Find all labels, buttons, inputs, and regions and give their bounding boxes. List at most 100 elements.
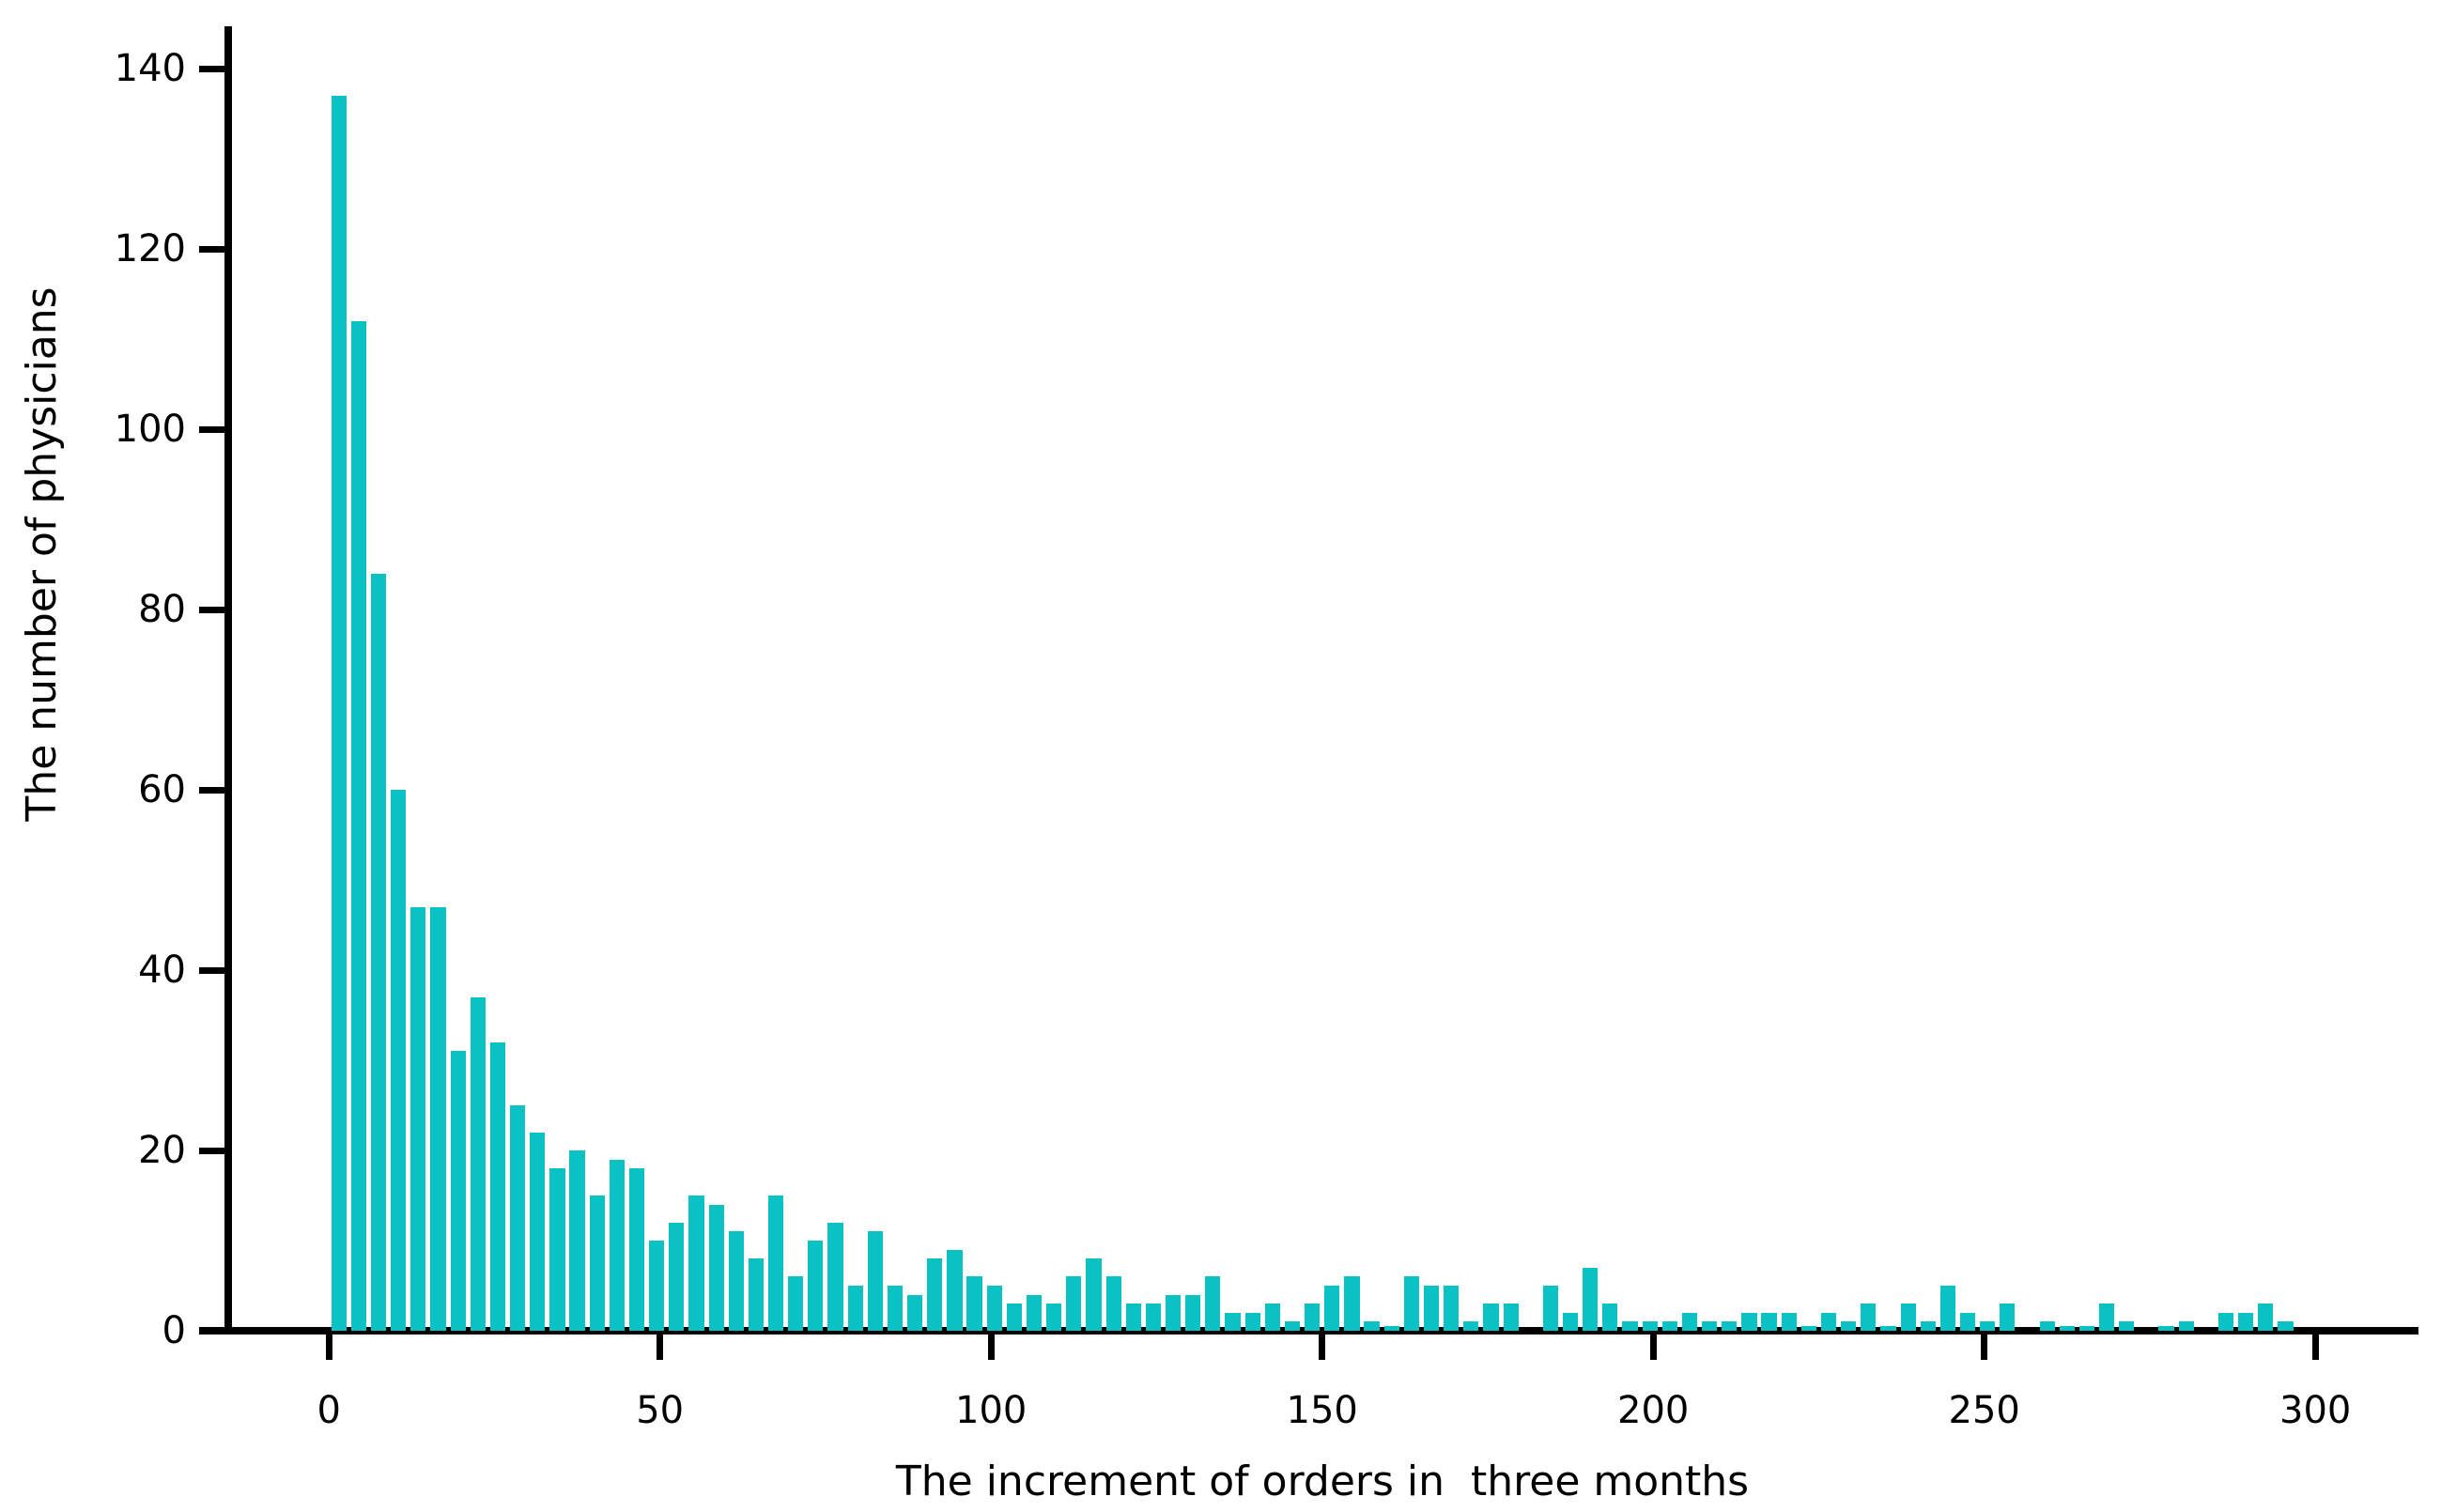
- bar: [2258, 1304, 2274, 1331]
- y-tick: [199, 1327, 228, 1335]
- bar: [1444, 1286, 1460, 1331]
- bar: [1980, 1321, 1996, 1331]
- bar: [927, 1258, 943, 1331]
- bar: [2078, 1326, 2095, 1331]
- y-tick: [199, 1147, 228, 1154]
- y-tick-label: 20: [138, 1129, 186, 1172]
- bar: [1463, 1321, 1479, 1331]
- bar: [2039, 1321, 2055, 1331]
- bar: [1820, 1312, 1837, 1331]
- bar: [2059, 1326, 2075, 1331]
- bar: [1066, 1276, 1082, 1331]
- bar: [549, 1168, 565, 1331]
- bar: [1861, 1304, 1877, 1331]
- bar: [430, 906, 446, 1331]
- bar: [649, 1241, 665, 1331]
- x-tick: [325, 1331, 332, 1360]
- bar: [1741, 1312, 1757, 1331]
- bar: [867, 1231, 883, 1331]
- y-tick: [199, 786, 228, 794]
- y-tick-label: 40: [138, 949, 186, 992]
- y-tick: [199, 966, 228, 974]
- bar: [1305, 1304, 1321, 1331]
- bar: [728, 1231, 744, 1331]
- bar: [1880, 1326, 1896, 1331]
- bar: [1185, 1294, 1201, 1331]
- bar: [370, 573, 387, 1331]
- bar: [1602, 1304, 1618, 1331]
- x-tick-label: 250: [1948, 1389, 2020, 1432]
- bar: [1423, 1286, 1440, 1331]
- bar: [1483, 1304, 1499, 1331]
- y-tick-label: 140: [114, 47, 186, 90]
- bar: [1661, 1321, 1677, 1331]
- bar: [2278, 1321, 2294, 1331]
- bar: [1781, 1312, 1797, 1331]
- bar: [1403, 1276, 1419, 1331]
- bar: [1642, 1321, 1658, 1331]
- y-tick-label: 60: [138, 768, 186, 811]
- bar: [2119, 1321, 2135, 1331]
- bar: [628, 1168, 645, 1331]
- x-tick-label: 0: [317, 1389, 341, 1432]
- bar: [808, 1241, 824, 1331]
- bar: [1125, 1304, 1141, 1331]
- bar: [331, 95, 347, 1331]
- bar: [1046, 1304, 1062, 1331]
- bar: [450, 1051, 466, 1331]
- bar: [788, 1276, 804, 1331]
- y-tick: [199, 65, 228, 72]
- bar: [609, 1159, 625, 1331]
- bar: [907, 1294, 923, 1331]
- x-tick: [987, 1331, 995, 1360]
- bar: [1761, 1312, 1777, 1331]
- bar: [2178, 1321, 2194, 1331]
- bar: [2000, 1304, 2016, 1331]
- bar: [986, 1286, 1002, 1331]
- x-tick-label: 50: [636, 1389, 685, 1432]
- x-axis-spine: [199, 1327, 2418, 1335]
- bar: [1244, 1312, 1260, 1331]
- bar: [1702, 1321, 1718, 1331]
- bar: [530, 1132, 546, 1331]
- x-tick: [1319, 1331, 1326, 1360]
- bar: [2099, 1304, 2115, 1331]
- y-tick: [199, 425, 228, 433]
- bar: [2217, 1312, 2234, 1331]
- bar: [391, 790, 407, 1331]
- x-tick: [1649, 1331, 1657, 1360]
- bar: [589, 1196, 605, 1331]
- bar: [1900, 1304, 1916, 1331]
- x-tick-label: 150: [1286, 1389, 1358, 1432]
- bar: [1145, 1304, 1162, 1331]
- bar: [489, 1041, 506, 1331]
- bar: [947, 1249, 963, 1331]
- bar: [350, 320, 367, 1331]
- bar: [1264, 1304, 1280, 1331]
- bar: [1841, 1321, 1857, 1331]
- y-tick-label: 100: [114, 408, 186, 451]
- bar: [1225, 1312, 1241, 1331]
- bar: [1086, 1258, 1102, 1331]
- bar: [2158, 1326, 2174, 1331]
- bar: [688, 1196, 704, 1331]
- x-tick: [1981, 1331, 1988, 1360]
- bar: [1542, 1286, 1559, 1331]
- x-tick-label: 300: [2279, 1389, 2352, 1432]
- bar: [887, 1286, 904, 1331]
- bar: [1800, 1326, 1816, 1331]
- y-tick-label: 0: [162, 1309, 186, 1352]
- bar: [1026, 1294, 1043, 1331]
- bar: [748, 1258, 765, 1331]
- bar: [1324, 1286, 1340, 1331]
- bar: [1920, 1321, 1936, 1331]
- bar: [1383, 1326, 1399, 1331]
- x-tick-label: 100: [955, 1389, 1027, 1432]
- bar: [2238, 1312, 2254, 1331]
- y-tick: [199, 606, 228, 613]
- x-tick-label: 200: [1617, 1389, 1690, 1432]
- x-tick: [657, 1331, 664, 1360]
- bar: [1006, 1304, 1022, 1331]
- bar: [966, 1276, 982, 1331]
- bar: [1681, 1312, 1698, 1331]
